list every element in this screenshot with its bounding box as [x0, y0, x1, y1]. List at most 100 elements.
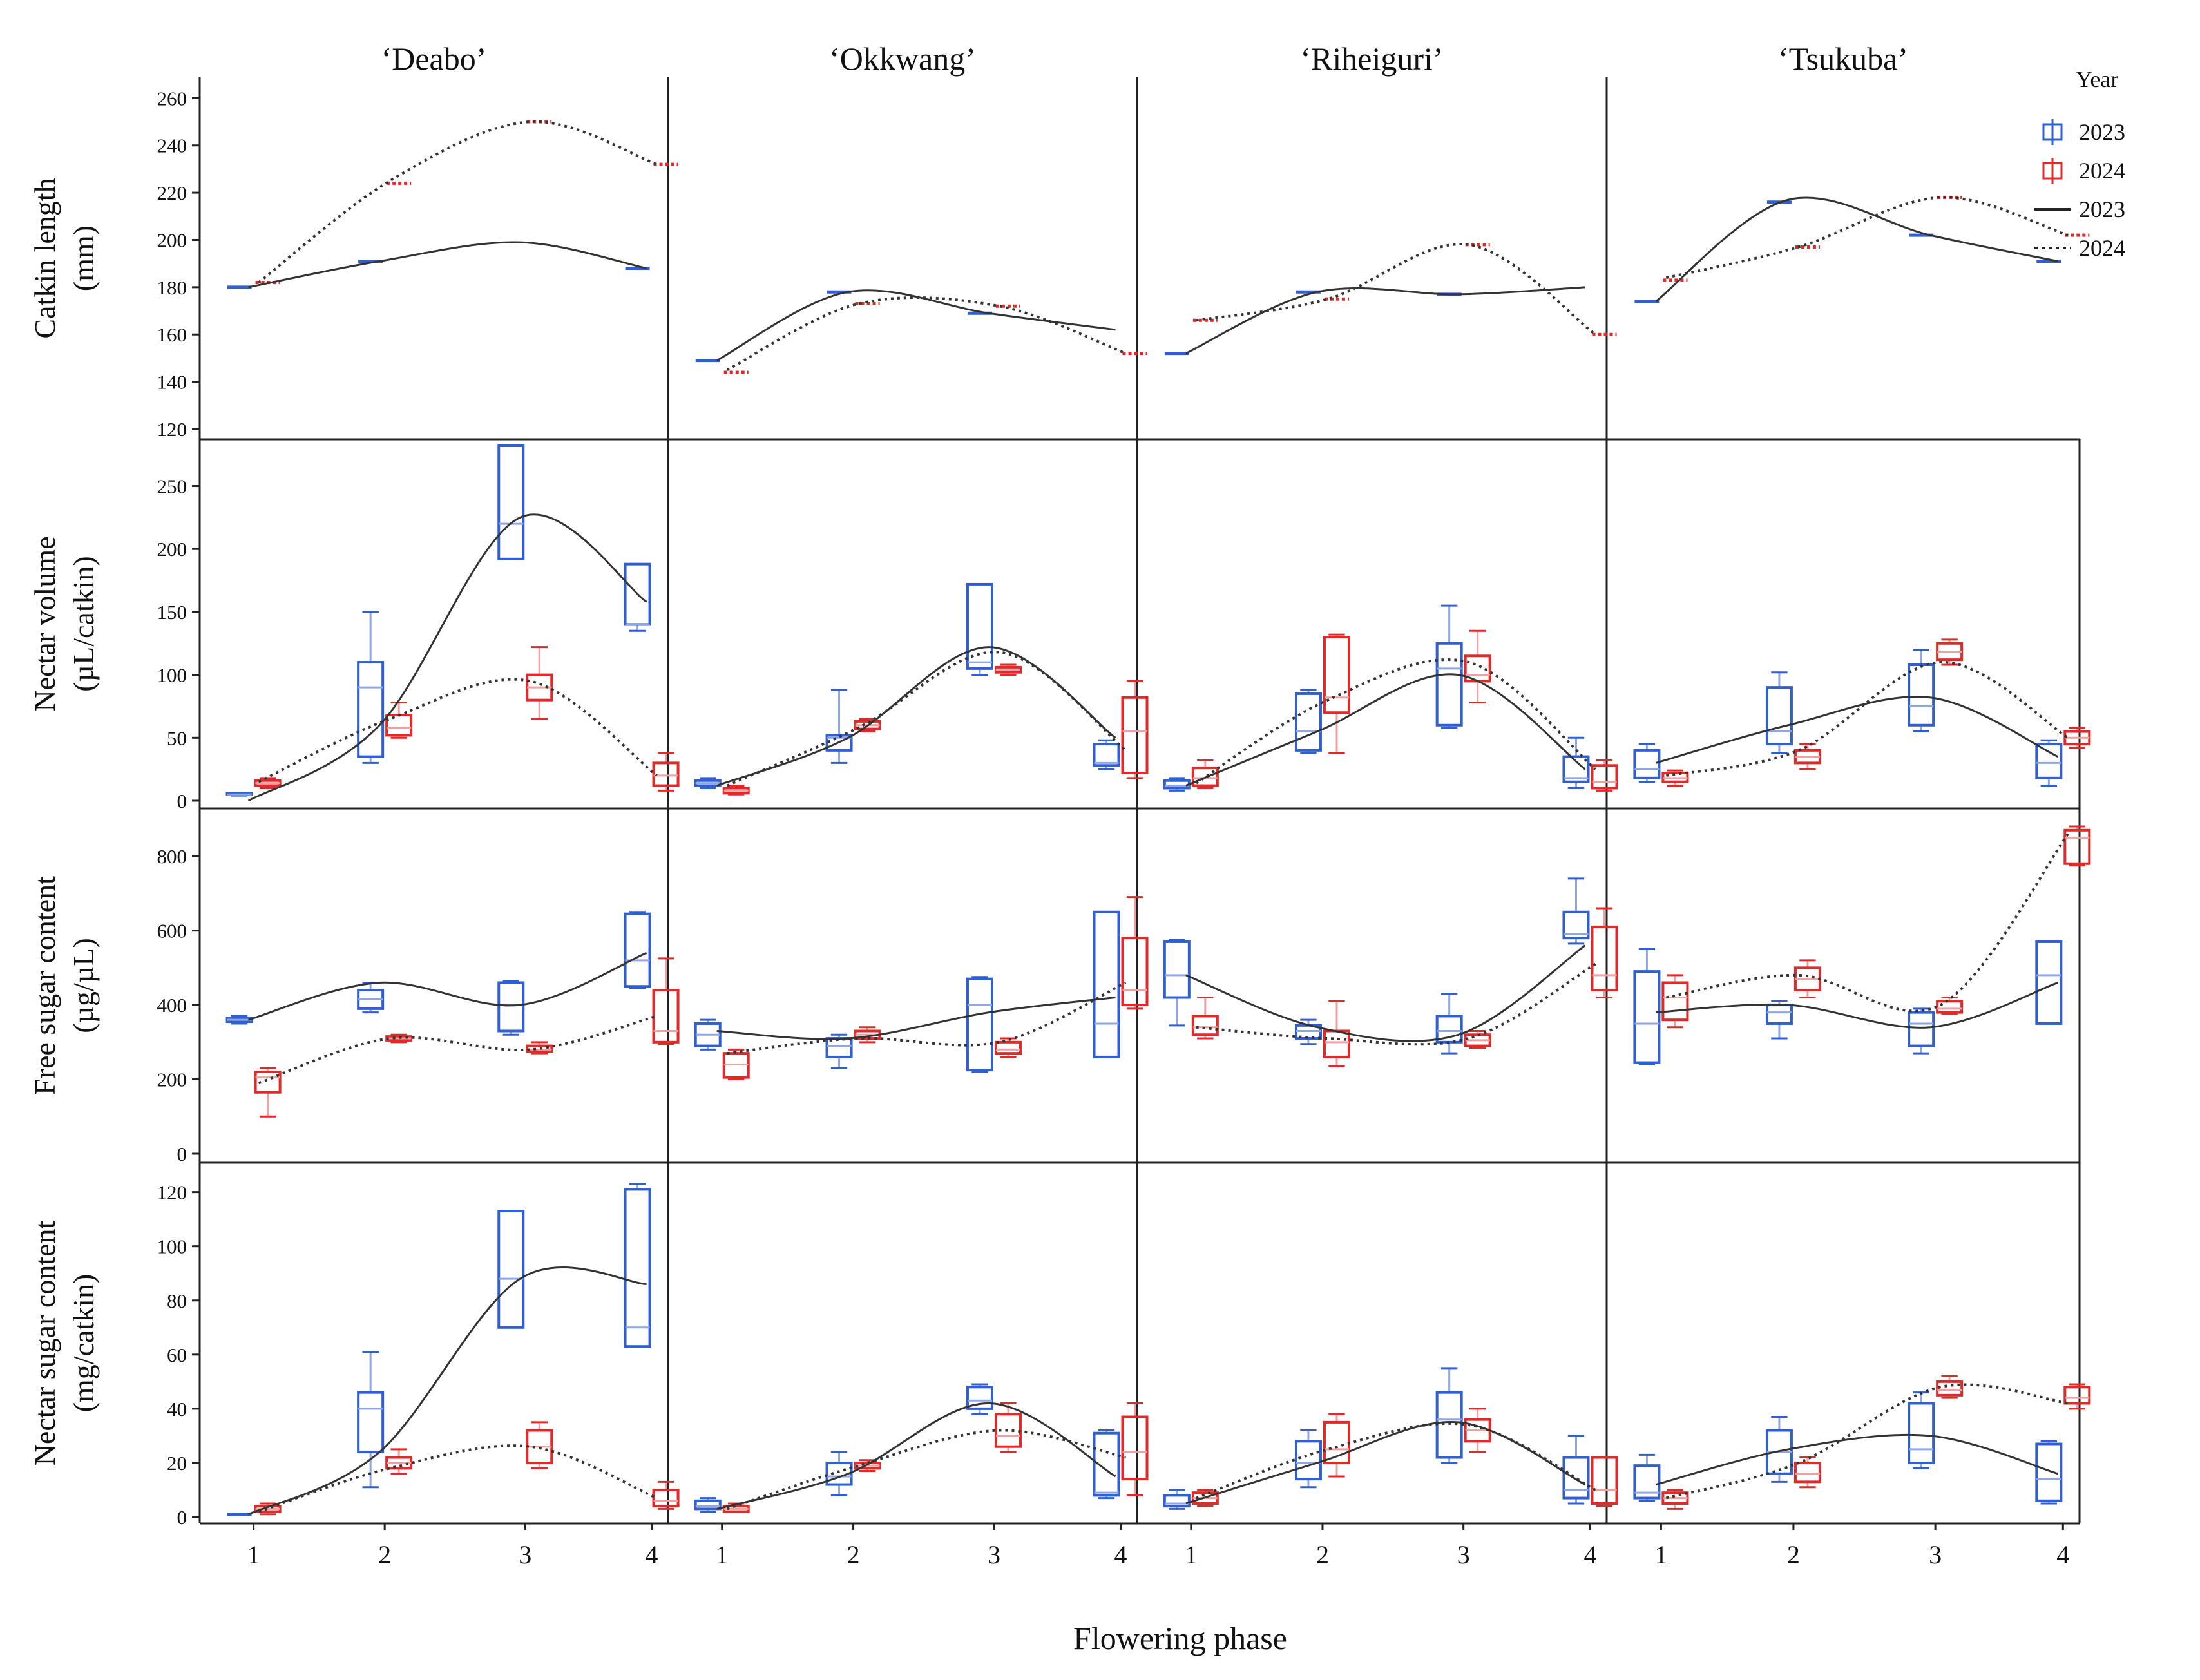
panel-deabo-2	[225, 911, 680, 1118]
panel-deabo-1	[225, 444, 680, 802]
box-2024	[1591, 1456, 1618, 1505]
box-2024	[1323, 635, 1350, 714]
x-tick-label: 3	[1457, 1540, 1470, 1569]
box-2023	[1908, 1011, 1935, 1047]
y-tick-label: 60	[167, 1344, 187, 1366]
y-tick-label: 100	[157, 1236, 187, 1258]
box-2023	[1163, 779, 1191, 790]
trend-line-2024	[1196, 1422, 1596, 1500]
trend-line-2023	[248, 241, 647, 289]
row-ylabel: Free sugar content (µg/µL)	[28, 876, 100, 1095]
box-2023	[624, 912, 651, 988]
trend-line-2023	[247, 1266, 647, 1516]
box-2024	[1323, 1029, 1350, 1058]
y-tick-label: 0	[177, 790, 187, 812]
box-2024	[1591, 764, 1618, 790]
legend-label: 2023	[2079, 196, 2125, 222]
trend-line-2023	[716, 289, 1116, 361]
box-2024	[254, 1071, 282, 1094]
trend-line-2023	[248, 951, 647, 1021]
box-2023	[1562, 755, 1590, 783]
panel-tsukuba-3	[1633, 1375, 2091, 1510]
y-tick-label: 160	[157, 323, 187, 346]
trend-line-2024	[258, 1444, 658, 1513]
y-tick-label: 180	[157, 276, 187, 299]
box-2023	[1435, 642, 1463, 727]
box-2023	[694, 1499, 722, 1511]
box-2024	[2063, 828, 2091, 865]
panel-deabo-3	[227, 1183, 680, 1516]
box-2024	[1121, 696, 1149, 775]
row-ylabel: Nectar sugar content (mg/catkin)	[28, 1220, 100, 1465]
panel-tsukuba-2	[1633, 825, 2091, 1065]
panel-okkwang-1	[694, 582, 1149, 796]
box-2023	[357, 661, 385, 758]
box-2023	[624, 1188, 651, 1348]
row-ylabel-line2: (mm)	[67, 225, 100, 291]
row-ylabel-line1: Catkin length	[28, 178, 61, 338]
box-2023	[1633, 749, 1661, 779]
x-tick-label: 1	[1654, 1540, 1667, 1569]
box-2023	[2035, 1442, 2063, 1502]
box-2023	[1633, 1464, 1661, 1500]
x-tick-label: 4	[646, 1540, 658, 1569]
legend-label: 2024	[2079, 158, 2125, 184]
box-2023	[825, 734, 853, 752]
box-2024	[1121, 1415, 1149, 1481]
panel-riheiguri-2	[1163, 877, 1618, 1067]
x-tick-label: 4	[2056, 1540, 2069, 1569]
x-tick-label: 4	[1114, 1540, 1127, 1569]
box-2024	[652, 989, 680, 1044]
box-2023	[1633, 970, 1661, 1064]
legend-label: 2024	[2079, 235, 2125, 261]
x-tick-label: 2	[1787, 1540, 1800, 1569]
box-2024	[1191, 767, 1219, 787]
trend-line-2023	[1655, 696, 2058, 764]
y-tick-label: 80	[167, 1290, 187, 1312]
y-tick-label: 20	[167, 1452, 187, 1475]
box-2024	[652, 1488, 680, 1508]
x-axis: 1 2 3 4 1 2 3 4 1 2 3 4 1 2 3 4	[247, 1523, 2069, 1569]
box-2024	[1936, 1000, 1964, 1014]
box-2023	[357, 1391, 385, 1454]
row-ylabel-line2: (µg/µL)	[67, 938, 100, 1033]
y-tick-label: 800	[157, 845, 187, 868]
box-2023	[1093, 910, 1120, 1058]
x-tick-label: 1	[1185, 1540, 1198, 1569]
box-2023	[1093, 743, 1120, 767]
box-2024	[1191, 1015, 1219, 1036]
row-ylabel-line2: (mg/catkin)	[67, 1274, 100, 1413]
row-ylabel-line2: (µL/catkin)	[67, 556, 100, 691]
trend-line-2024	[1196, 962, 1596, 1046]
trend-line-2024	[258, 678, 658, 783]
y-tick-label: 240	[157, 135, 187, 157]
box-2023	[1562, 1456, 1590, 1500]
x-tick-label: 3	[988, 1540, 1000, 1569]
row-ylabel-line1: Free sugar content	[28, 876, 61, 1095]
trend-line-2024	[1666, 661, 2069, 777]
box-2024	[1661, 981, 1689, 1022]
box-2023	[1163, 940, 1191, 999]
trend-line-2023	[1656, 982, 2058, 1029]
box-2024	[1591, 925, 1618, 992]
panel-okkwang-0	[695, 289, 1147, 374]
legend-box-symbol	[2042, 123, 2063, 141]
box-2023	[2035, 940, 2063, 1025]
y-tick-label: 120	[157, 1181, 187, 1204]
trend-line-2023	[247, 513, 647, 802]
trend-line-2024	[1195, 658, 1596, 785]
x-tick-label: 2	[847, 1540, 860, 1569]
box-2023	[2035, 743, 2063, 779]
trend-line-2024	[1665, 196, 2069, 280]
x-tick-label: 3	[1929, 1540, 1942, 1569]
trend-line-2023	[716, 997, 1116, 1040]
legend-box-symbol	[2042, 162, 2063, 180]
trend-line-2023	[1185, 673, 1586, 787]
legend: Year 2023 2024 2023 2024	[2034, 66, 2125, 261]
panel-tsukuba-1	[1633, 638, 2091, 787]
y-tick-label: 200	[157, 538, 187, 560]
box-2023	[497, 981, 525, 1033]
panel-tsukuba-0	[1634, 195, 2090, 303]
cultivar-titles: ‘Deabo’ ‘Okkwang’ ‘Riheiguri’ ‘Tsukuba’	[381, 41, 1908, 77]
